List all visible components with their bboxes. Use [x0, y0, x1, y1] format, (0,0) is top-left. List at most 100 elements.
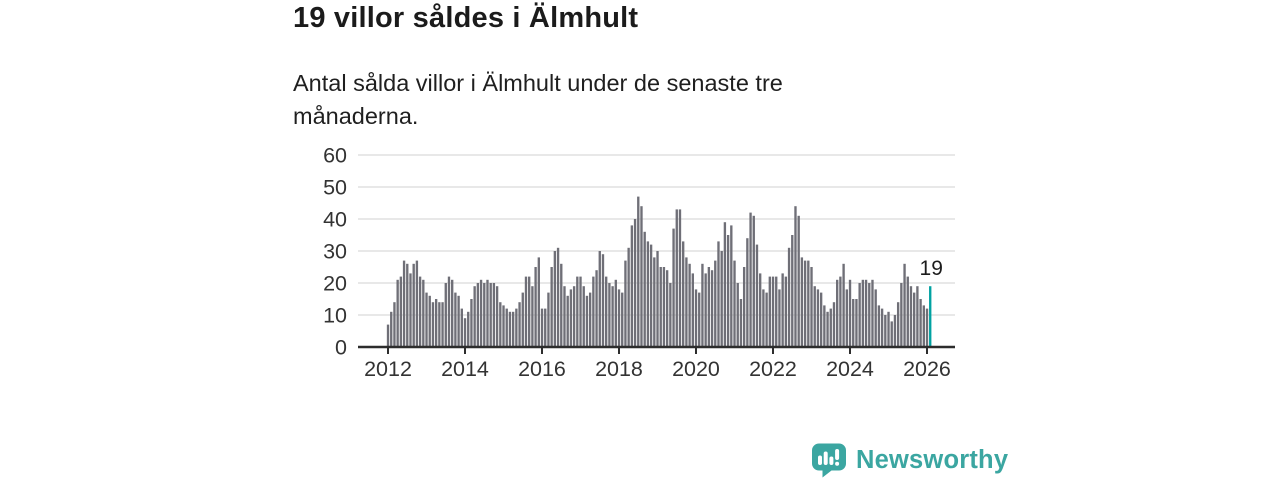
bar — [916, 286, 919, 347]
bar — [868, 283, 871, 347]
bar — [816, 289, 820, 347]
bar — [874, 289, 877, 347]
bar — [592, 276, 595, 347]
bar — [406, 263, 409, 347]
x-tick-label: 2012 — [364, 357, 412, 381]
bar — [479, 279, 483, 347]
bar — [694, 289, 698, 347]
bar — [460, 308, 463, 347]
bar — [470, 299, 473, 347]
bar — [903, 263, 906, 347]
bar — [646, 241, 650, 347]
bar — [495, 286, 499, 347]
bar — [617, 289, 621, 347]
bar — [569, 289, 573, 347]
bar — [919, 299, 922, 347]
bar — [922, 305, 925, 347]
bar — [643, 231, 646, 347]
bar — [611, 286, 614, 347]
bar — [582, 286, 585, 347]
bar — [864, 279, 868, 347]
bar — [418, 276, 422, 347]
x-tick-label: 2020 — [672, 357, 720, 381]
bar — [896, 302, 900, 347]
bar — [428, 295, 431, 347]
bar — [906, 276, 909, 347]
y-tick-label: 60 — [323, 144, 347, 168]
bar — [457, 295, 460, 347]
bar — [823, 305, 826, 347]
bar — [553, 251, 557, 347]
bar — [447, 276, 451, 347]
bar — [386, 324, 390, 347]
bar — [659, 267, 662, 347]
bar — [524, 276, 528, 347]
bar — [768, 276, 771, 347]
bar — [749, 212, 752, 347]
bar — [399, 276, 403, 347]
bar — [842, 263, 845, 347]
bar — [588, 292, 592, 347]
bar — [537, 257, 540, 347]
bar — [627, 247, 630, 347]
brand-name: Newsworthy — [856, 445, 1009, 474]
bar — [409, 273, 412, 347]
bar — [393, 302, 396, 347]
bar — [550, 267, 553, 347]
bar — [672, 228, 675, 347]
bar — [653, 257, 656, 347]
y-tick-label: 40 — [323, 208, 347, 232]
bar — [720, 251, 723, 347]
y-tick-label: 20 — [323, 272, 347, 296]
bar — [913, 292, 916, 347]
bar — [746, 238, 749, 347]
bar — [508, 311, 512, 347]
bar-chart-svg: 0 10 20 30 40 50 60 2012 2014 2016 2018 2020 2022 202… — [323, 144, 955, 381]
logo-bar-medium — [829, 456, 834, 465]
y-tick-label: 30 — [323, 240, 347, 264]
bar — [781, 273, 784, 347]
highlight-annotation: 19 — [920, 257, 943, 280]
chart-title: 19 villor såldes i Älmhult — [293, 2, 639, 34]
bar — [531, 286, 534, 347]
bar — [534, 267, 537, 347]
bar — [800, 257, 804, 347]
y-tick-label: 0 — [335, 336, 347, 360]
bar — [396, 279, 399, 347]
bar — [685, 257, 688, 347]
bar — [723, 222, 727, 347]
bar — [778, 289, 781, 347]
bar — [431, 302, 435, 347]
bar — [649, 244, 653, 347]
x-tick-label: 2018 — [595, 357, 643, 381]
bar — [794, 206, 797, 347]
bar — [784, 276, 788, 347]
bar — [515, 308, 518, 347]
bar — [463, 318, 467, 347]
bar — [710, 270, 714, 347]
bar — [803, 260, 807, 347]
logo-exclamation-dot — [835, 461, 840, 466]
x-tick-label: 2024 — [826, 357, 874, 381]
bar — [884, 315, 887, 347]
bar — [624, 260, 627, 347]
bar — [759, 273, 762, 347]
x-tick-label: 2026 — [903, 357, 951, 381]
bar — [415, 260, 419, 347]
bar — [762, 289, 765, 347]
bar — [771, 276, 775, 347]
bar — [425, 292, 428, 347]
x-tick-label: 2022 — [749, 357, 797, 381]
bar — [826, 311, 829, 347]
y-tick-label: 10 — [323, 304, 347, 328]
bar — [739, 299, 743, 347]
bar — [836, 279, 839, 347]
newsworthy-brand: Newsworthy — [810, 442, 1008, 478]
bar — [451, 279, 454, 347]
bar — [502, 305, 505, 347]
bar — [544, 308, 547, 347]
bar — [900, 283, 903, 347]
bar — [752, 215, 755, 347]
bar — [669, 283, 672, 347]
bar — [887, 311, 890, 347]
